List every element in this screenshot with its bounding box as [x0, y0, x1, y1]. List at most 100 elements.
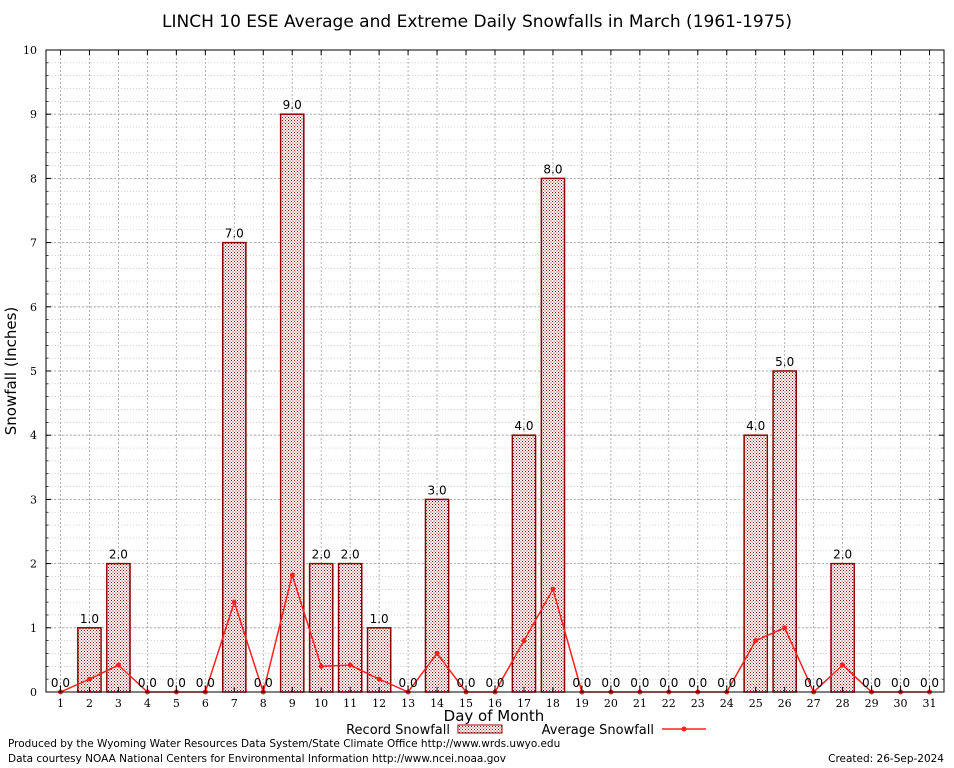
x-tick-label-day-20: 20 — [604, 697, 618, 710]
x-tick-label-day-4: 4 — [144, 697, 151, 710]
footer-data-courtesy: Data courtesy NOAA National Centers for … — [8, 753, 507, 765]
average-point-day-17 — [521, 638, 527, 644]
data-label-day-28: 2.0 — [833, 548, 852, 562]
data-label-day-20: 0.0 — [601, 676, 620, 690]
data-label-day-22: 0.0 — [659, 676, 678, 690]
x-tick-label-day-13: 13 — [401, 697, 415, 710]
data-label-day-10: 2.0 — [312, 548, 331, 562]
x-tick-label-day-17: 17 — [517, 697, 531, 710]
record-bar-day-26 — [772, 370, 798, 693]
y-axis-label: Snowfall (Inches) — [2, 307, 20, 435]
x-tick-label-day-2: 2 — [86, 697, 93, 710]
x-tick-label-day-16: 16 — [488, 697, 502, 710]
x-tick-label-day-22: 22 — [662, 697, 676, 710]
x-tick-label-day-19: 19 — [575, 697, 589, 710]
x-tick-label-day-25: 25 — [749, 697, 763, 710]
data-label-day-3: 2.0 — [109, 548, 128, 562]
average-point-day-28 — [840, 662, 846, 668]
data-label-day-23: 0.0 — [688, 676, 707, 690]
data-label-day-4: 0.0 — [138, 676, 157, 690]
x-tick-label-day-23: 23 — [691, 697, 705, 710]
y-tick-label: 6 — [30, 301, 37, 314]
x-tick-label-day-21: 21 — [633, 697, 647, 710]
x-tick-label-day-27: 27 — [807, 697, 821, 710]
x-tick-label-day-7: 7 — [231, 697, 238, 710]
data-label-day-16: 0.0 — [485, 676, 504, 690]
y-tick-label: 3 — [30, 493, 37, 506]
data-label-day-5: 0.0 — [167, 676, 186, 690]
average-point-day-3 — [115, 662, 121, 668]
data-label-day-14: 3.0 — [428, 483, 447, 497]
record-bar-day-10 — [308, 562, 334, 693]
x-tick-label-day-28: 28 — [836, 697, 850, 710]
legend: Record Snowfall Average Snowfall — [346, 723, 706, 738]
y-tick-label: 1 — [30, 622, 37, 635]
y-tick-label: 10 — [23, 44, 37, 57]
grid — [46, 49, 944, 693]
x-tick-label-day-10: 10 — [314, 697, 328, 710]
data-label-day-30: 0.0 — [891, 676, 910, 690]
legend-record-label: Record Snowfall — [346, 723, 450, 738]
footer-produced-by: Produced by the Wyoming Water Resources … — [8, 738, 561, 750]
record-bar-day-17 — [511, 434, 537, 693]
data-label-day-17: 4.0 — [514, 419, 533, 433]
x-tick-label-day-14: 14 — [430, 697, 444, 710]
data-label-day-27: 0.0 — [804, 676, 823, 690]
data-label-day-15: 0.0 — [456, 676, 475, 690]
legend-average-label: Average Snowfall — [542, 723, 654, 738]
y-tick-label: 5 — [30, 365, 37, 378]
data-label-day-11: 2.0 — [341, 548, 360, 562]
x-tick-label-day-1: 1 — [57, 697, 64, 710]
data-label-day-9: 9.0 — [283, 98, 302, 112]
x-tick-label-day-6: 6 — [202, 697, 209, 710]
y-tick-label: 4 — [30, 429, 37, 442]
average-point-day-18 — [550, 586, 556, 592]
x-tick-label-day-11: 11 — [343, 697, 357, 710]
data-label-day-25: 4.0 — [746, 419, 765, 433]
average-point-day-11 — [347, 662, 353, 668]
y-tick-label: 0 — [30, 686, 37, 699]
average-point-day-2 — [86, 676, 92, 682]
record-bar-day-25 — [743, 434, 769, 693]
average-point-day-25 — [753, 638, 759, 644]
data-label-day-7: 7.0 — [225, 227, 244, 241]
data-label-day-1: 0.0 — [51, 676, 70, 690]
footer-created-date: Created: 26-Sep-2024 — [828, 753, 944, 765]
x-tick-label-day-15: 15 — [459, 697, 473, 710]
x-tick-label-day-18: 18 — [546, 697, 560, 710]
x-tick-label-day-31: 31 — [923, 697, 937, 710]
data-label-day-26: 5.0 — [775, 355, 794, 369]
x-tick-label-day-9: 9 — [289, 697, 296, 710]
x-tick-label-day-8: 8 — [260, 697, 267, 710]
data-label-day-8: 0.0 — [254, 676, 273, 690]
x-tick-label-day-3: 3 — [115, 697, 122, 710]
x-tick-label-day-26: 26 — [778, 697, 792, 710]
record-bar-day-11 — [337, 562, 363, 693]
data-label-day-31: 0.0 — [920, 676, 939, 690]
average-point-day-12 — [376, 676, 382, 682]
legend-record-swatch — [457, 724, 503, 734]
average-point-day-26 — [782, 625, 788, 631]
x-tick-label-day-30: 30 — [894, 697, 908, 710]
record-bar-day-7 — [221, 241, 247, 693]
x-tick-label-day-24: 24 — [720, 697, 734, 710]
x-tick-label-day-5: 5 — [173, 697, 180, 710]
x-tick-label-day-29: 29 — [865, 697, 879, 710]
data-label-day-24: 0.0 — [717, 676, 736, 690]
y-tick-label: 7 — [30, 237, 37, 250]
data-labels: 0.0 1.0 2.0 0.0 0.0 0.0 7.0 0.0 9.0 2.0 2.0 1.0 0.0 3… — [51, 98, 939, 690]
chart-title: LINCH 10 ESE Average and Extreme Daily S… — [162, 12, 792, 32]
data-label-day-19: 0.0 — [572, 676, 591, 690]
data-label-day-6: 0.0 — [196, 676, 215, 690]
record-bar-day-18 — [540, 177, 566, 693]
legend-average-marker — [681, 726, 687, 732]
data-label-day-29: 0.0 — [862, 676, 881, 690]
average-point-day-14 — [434, 650, 440, 656]
x-tick-label-day-12: 12 — [372, 697, 386, 710]
average-point-day-10 — [318, 663, 324, 669]
data-label-day-12: 1.0 — [370, 612, 389, 626]
average-point-day-7 — [231, 599, 237, 605]
x-axis-label: Day of Month — [444, 707, 545, 725]
